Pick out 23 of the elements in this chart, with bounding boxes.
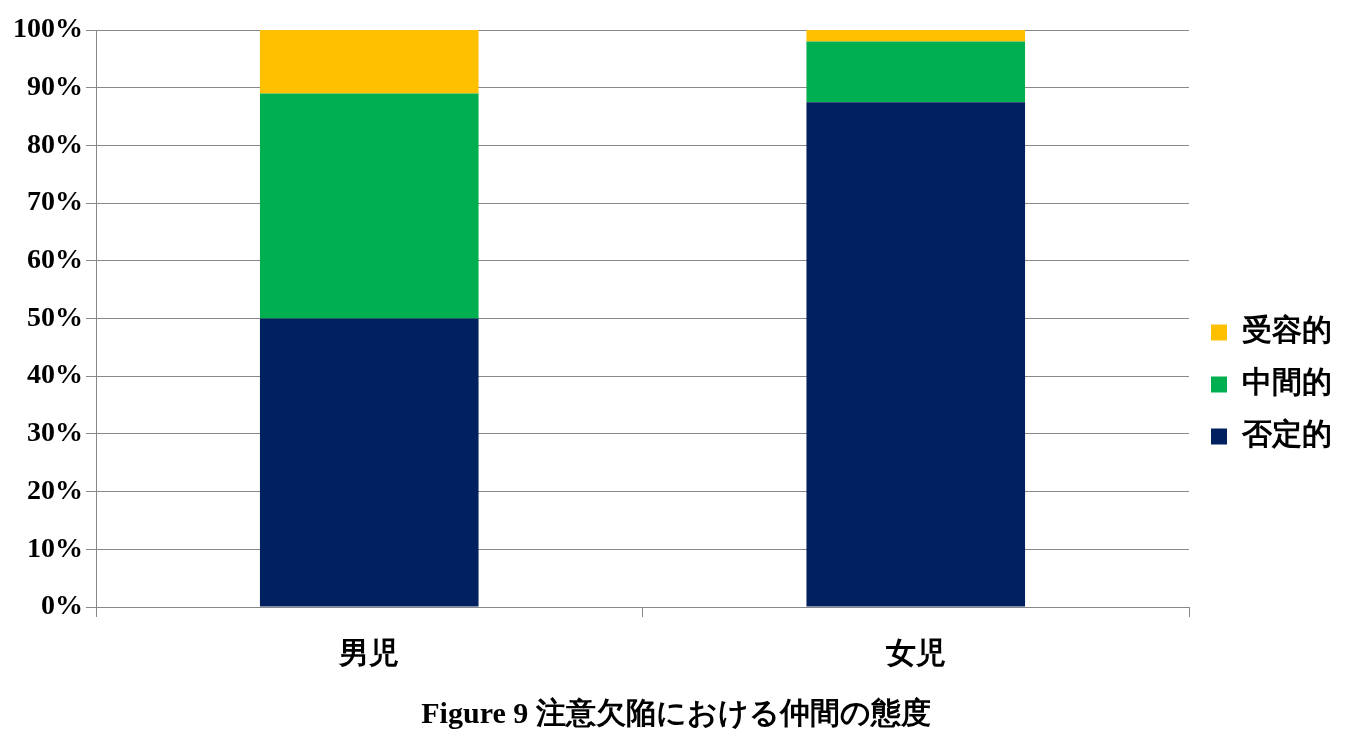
y-tick-label: 40% [27, 358, 83, 390]
x-tick-label: 男児 [338, 635, 400, 669]
legend-label: 中間的 [1242, 365, 1332, 399]
bar [259, 30, 479, 94]
y-tick-label: 80% [27, 127, 83, 159]
y-tick-label: 20% [27, 473, 83, 505]
y-tick-label: 100% [13, 12, 83, 44]
y-tick-label: 50% [27, 300, 83, 332]
legend-label: 否定的 [1241, 417, 1332, 451]
bar [259, 93, 479, 319]
x-tick-label: 女児 [884, 635, 946, 669]
y-tick-label: 90% [27, 69, 83, 101]
bar [806, 41, 1026, 103]
y-tick-label: 70% [27, 185, 83, 217]
legend-label: 受容的 [1242, 313, 1332, 347]
y-tick-label: 30% [27, 416, 83, 448]
y-tick-label: 10% [27, 531, 83, 563]
bar [806, 102, 1026, 607]
text: Figure 9 注意欠陥における仲間の態度 [421, 695, 931, 730]
bar [259, 318, 479, 607]
y-tick-label: 60% [27, 243, 83, 275]
bar [806, 30, 1026, 42]
y-tick-label: 0% [41, 589, 83, 621]
